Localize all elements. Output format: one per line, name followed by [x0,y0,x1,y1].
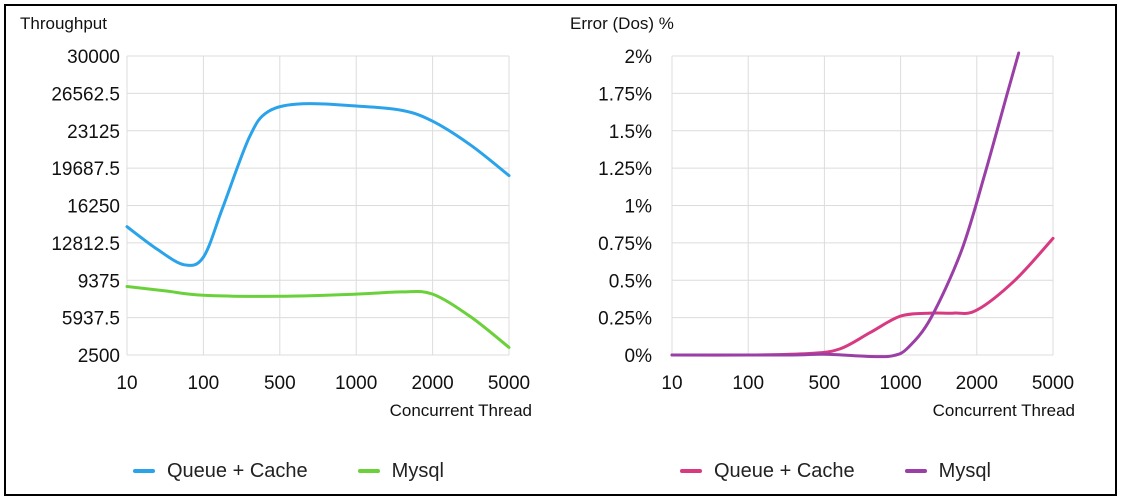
legend-item-queue-cache: Queue + Cache [133,460,308,483]
legend-swatch-mysql [904,469,927,473]
y-tick-label: 1.25% [598,159,652,180]
throughput-x-axis-label: Concurrent Thread [390,401,532,420]
x-tick-label: 500 [264,373,296,394]
throughput-chart: Throughput 30000 26562.5 23125 19687.5 16250 1… [20,14,532,420]
x-tick-label: 1000 [335,373,377,394]
x-tick-label: 500 [809,373,841,394]
x-tick-label: 10 [116,373,137,394]
y-tick-label: 23125 [67,122,120,143]
y-tick-label: 1% [625,197,653,218]
y-tick-label: 0% [625,346,653,367]
y-tick-label: 2500 [78,346,120,367]
x-tick-label: 100 [188,373,220,394]
y-tick-label: 0.75% [598,234,652,255]
error-x-axis-label: Concurrent Thread [933,401,1075,420]
y-tick-label: 1.75% [598,84,652,105]
error-chart-title: Error (Dos) % [570,14,674,33]
y-tick-label: 9375 [78,271,120,292]
error-chart: Error (Dos) % 2% 1.75% 1.5% 1.25% 1% 0.75% 0.5%… [570,14,1075,420]
legend-label-queue-cache: Queue + Cache [714,459,855,482]
y-tick-label: 30000 [67,47,120,68]
error-legend: Queue + Cache Mysql [680,456,1041,486]
x-tick-label: 2000 [956,373,998,394]
legend-label-mysql: Mysql [391,459,444,482]
throughput-series-mysql-line [125,285,511,349]
legend-item-queue-cache: Queue + Cache [680,460,855,483]
y-tick-label: 0.5% [609,271,652,292]
x-tick-label: 100 [732,373,764,394]
throughput-series-queue-cache-line [125,102,511,267]
y-tick-label: 19687.5 [51,159,120,180]
legend-swatch-mysql [357,469,380,473]
y-tick-label: 0.25% [598,309,652,330]
y-tick-label: 1.5% [609,122,652,143]
figure-frame [4,4,1117,496]
x-tick-label: 10 [661,373,682,394]
y-tick-label: 26562.5 [51,84,120,105]
throughput-chart-title: Throughput [20,14,107,33]
legend-item-mysql: Mysql [904,459,991,483]
y-tick-label: 2% [625,47,653,68]
error-series-mysql-line [670,51,1021,359]
legend-item-mysql: Mysql [357,459,444,483]
legend-swatch-queue-cache [133,469,155,473]
throughput-legend: Queue + Cache Mysql [133,456,494,486]
y-tick-label: 5937.5 [62,309,120,330]
legend-label-queue-cache: Queue + Cache [167,459,308,482]
error-series-queue-cache-line [670,236,1055,357]
x-tick-label: 5000 [1032,373,1074,394]
y-tick-label: 16250 [67,197,120,218]
x-tick-label: 5000 [488,373,530,394]
x-tick-label: 1000 [879,373,921,394]
legend-label-mysql: Mysql [938,459,991,482]
legend-swatch-queue-cache [680,469,702,473]
y-tick-label: 12812.5 [51,234,120,255]
x-tick-label: 2000 [411,373,453,394]
